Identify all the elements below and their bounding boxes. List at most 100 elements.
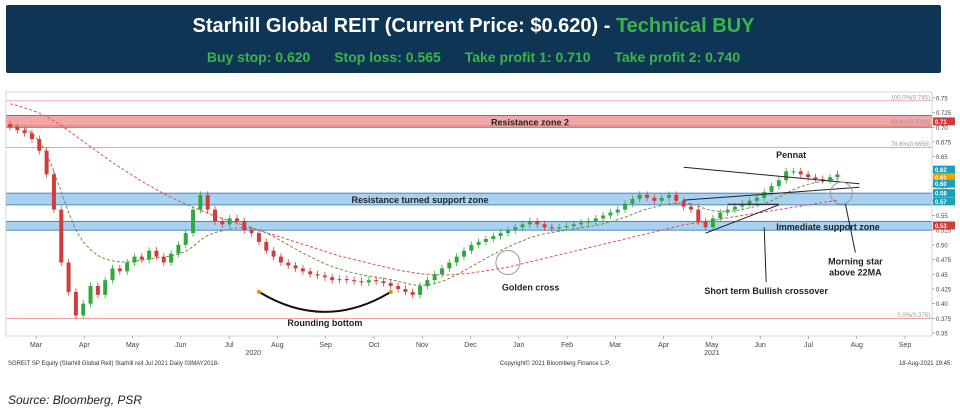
candle-body [432,274,437,281]
candle-body [520,224,525,228]
price-badge-label: 0.58 [935,192,947,198]
pennant-upper-line [683,166,860,185]
candle-body [703,221,708,228]
fib-label: 100.0%(0.745) [891,95,930,101]
candle-body [806,174,811,178]
candle-body [476,241,481,245]
y-tick-label: 0.425 [936,287,952,293]
morning-star-annotation: Morning star [828,257,883,267]
y-tick-label: 0.525 [936,229,952,235]
x-tick-label: Sep [319,342,332,349]
x-tick-label: Aug [850,342,863,349]
price-badge-label: 0.71 [935,120,947,126]
candle-body [798,171,803,175]
candle-body [59,209,64,263]
candle-body [549,227,554,229]
candle-body [593,218,598,222]
candle-body [410,291,415,295]
candle-body [527,221,532,225]
chart-title: Starhill Global REIT (Current Price: $0.… [6,15,941,38]
candle-body [747,200,752,204]
candle-body [125,262,130,272]
golden-cross-circle [495,250,521,276]
price-chart: Resistance zone 2 Resistance turned suppo… [0,78,960,390]
candle-body [754,197,759,201]
candle-body [820,179,825,181]
candle-body [725,209,730,213]
price-badge-label: 0.53 [935,224,947,230]
candle-body [447,262,452,269]
x-year-label: 2021 [704,350,720,357]
candle-body [88,286,93,304]
candle-body [835,174,840,178]
price-badge-label: 0.57 [935,200,947,206]
candle-body [132,256,137,263]
candle-body [15,127,20,131]
price-badge [933,197,955,206]
candle-body [776,180,781,187]
candle-body [440,268,445,275]
chart-svg: Resistance zone 2 Resistance turned suppo… [5,91,955,367]
candle-body [762,191,767,198]
golden-cross-annotation: Golden cross [502,283,560,293]
candle-body [681,200,686,207]
x-tick-label: Apr [658,342,670,349]
price-badge [933,221,955,230]
ma-long-line [9,103,838,276]
y-tick-label: 0.70 [936,126,948,132]
candle-layer [8,120,840,319]
candle-body [205,194,210,210]
candle-body [454,256,459,263]
price-badge [933,179,955,188]
candle-body [66,262,71,292]
candle-body [381,281,386,284]
candle-body [667,194,671,198]
x-tick-label: Jun [175,342,186,349]
x-tick-label: Jul [804,342,813,349]
zone-label: Immediate support zone [776,222,880,232]
candle-body [674,194,679,201]
morning-star-circle [829,181,853,205]
candle-body [308,271,313,275]
candle-body [608,212,613,216]
fibonacci-layer: 100.0%(0.745) 88.6%(0.7028) 78.6%(0.6658) 0… [6,95,932,319]
candle-body [388,283,393,287]
candle-body [513,227,518,231]
candle-body [110,268,115,281]
x-tick-label: Apr [79,342,91,349]
x-tick-label: Jan [513,342,524,349]
y-tick-label: 0.55 [936,214,948,220]
candle-body [139,256,144,260]
title-text: Starhill Global REIT (Current Price: $0.… [192,15,616,37]
candle-body [227,218,232,225]
x-tick-label: Nov [416,342,429,349]
candle-body [337,278,342,281]
candle-body [403,288,408,292]
fib-label: 78.6%(0.6658) [891,142,930,148]
candle-body [95,286,100,295]
candle-body [418,286,423,295]
candle-body [81,303,86,316]
candle-body [234,218,239,222]
y-tick-label: 0.675 [936,140,952,146]
x-tick-label: Jun [755,342,766,349]
price-badge-label: 0.61 [935,176,947,182]
chart-header: Starhill Global REIT (Current Price: $0.… [6,5,941,73]
y-tick-label: 0.65 [936,155,948,161]
candle-body [44,150,49,175]
rounding-bottom-start [256,289,261,294]
candle-body [352,280,357,282]
candle-body [696,209,701,222]
candle-body [169,253,174,263]
x-tick-label: Aug [271,342,284,349]
x-tick-label: Oct [368,342,379,349]
x-tick-label: Mar [30,342,43,349]
candle-body [586,221,591,223]
morning-star-annotation-2: above 22MA [829,268,882,278]
candle-body [688,206,693,210]
candle-body [571,224,576,227]
candle-body [8,124,12,128]
footer-center: Copyright© 2021 Bloomberg Finance L.P. [500,360,611,367]
candle-body [103,280,108,295]
candle-body [249,230,254,234]
